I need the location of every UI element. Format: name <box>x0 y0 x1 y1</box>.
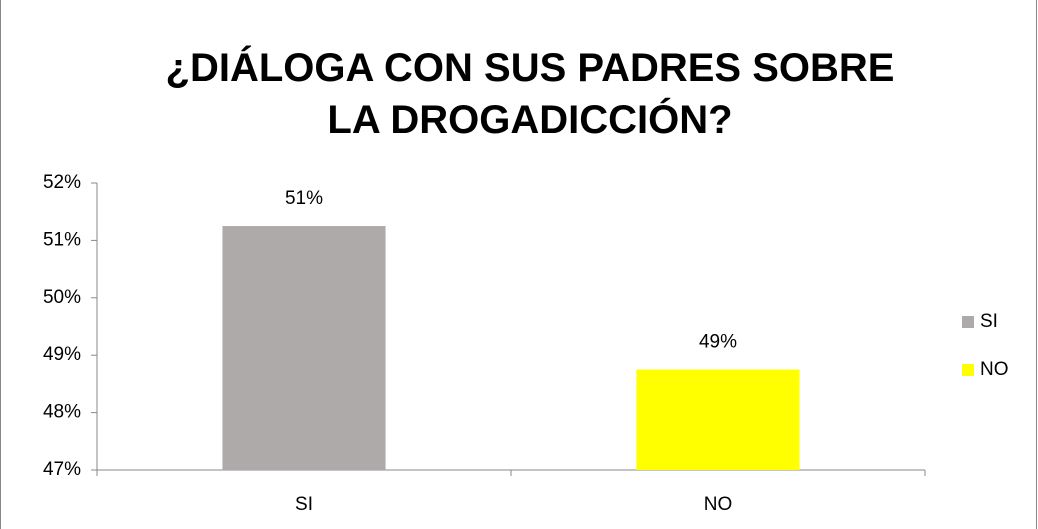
legend-label: NO <box>980 359 1009 380</box>
chart-title: ¿DIÁLOGA CON SUS PADRES SOBRE LA DROGADI… <box>165 46 895 142</box>
bar <box>222 226 386 470</box>
y-tick-label: 52% <box>43 172 81 193</box>
x-tick-label: NO <box>704 494 733 515</box>
y-tick-label: 51% <box>43 229 81 250</box>
y-tick-label: 47% <box>43 459 81 480</box>
data-label: 51% <box>285 188 323 209</box>
bar <box>636 369 800 470</box>
x-tick-label: SI <box>295 494 313 515</box>
legend-label: SI <box>980 311 998 332</box>
y-tick-label: 48% <box>43 402 81 423</box>
legend-swatch <box>962 316 974 328</box>
data-label: 49% <box>699 332 737 353</box>
y-tick-label: 50% <box>43 287 81 308</box>
y-tick-label: 49% <box>43 344 81 365</box>
legend-swatch <box>962 364 974 376</box>
